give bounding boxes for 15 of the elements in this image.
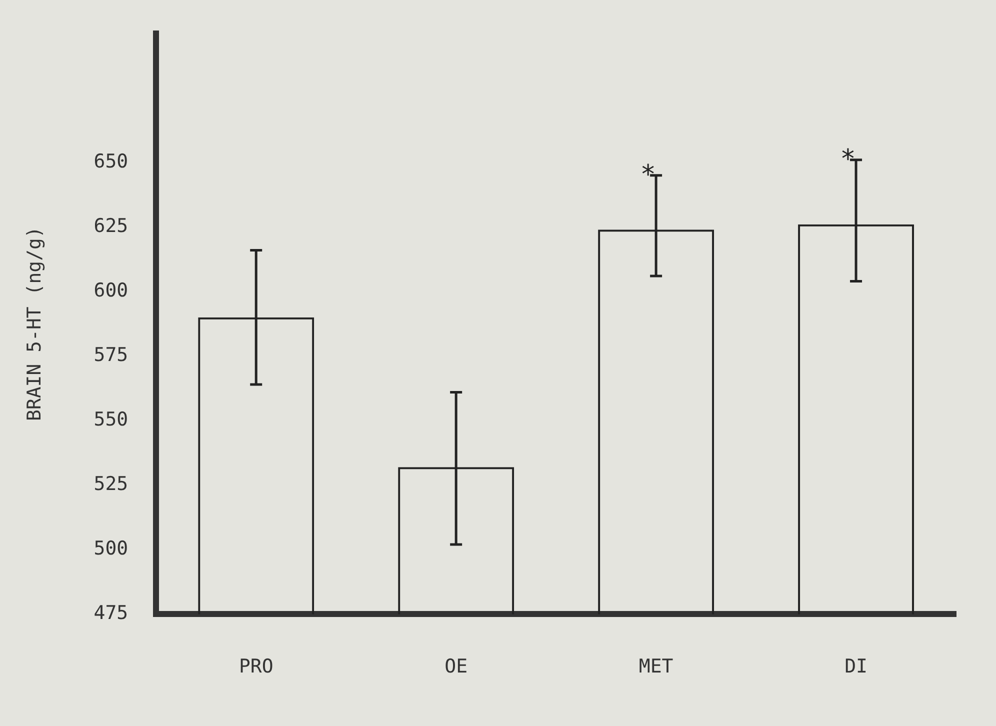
y-tick-label: 525 <box>94 473 128 496</box>
annotation: * <box>640 160 656 190</box>
y-tick-label: 475 <box>94 602 128 624</box>
y-tick-label: 500 <box>94 538 128 560</box>
y-tick-label: 650 <box>94 150 128 172</box>
y-tick-label: 600 <box>94 279 128 302</box>
x-tick-label: DI <box>844 656 868 678</box>
annotation: * <box>840 144 856 175</box>
y-axis-title: BRAIN 5-HT (ng/g) <box>23 226 46 422</box>
x-tick-label: MET <box>638 656 674 678</box>
x-tick-label: OE <box>444 656 468 678</box>
y-tick-label: 625 <box>94 214 128 237</box>
x-tick-label: PRO <box>238 656 274 678</box>
y-tick-label: 575 <box>94 344 128 366</box>
y-tick-label: 550 <box>94 408 128 431</box>
